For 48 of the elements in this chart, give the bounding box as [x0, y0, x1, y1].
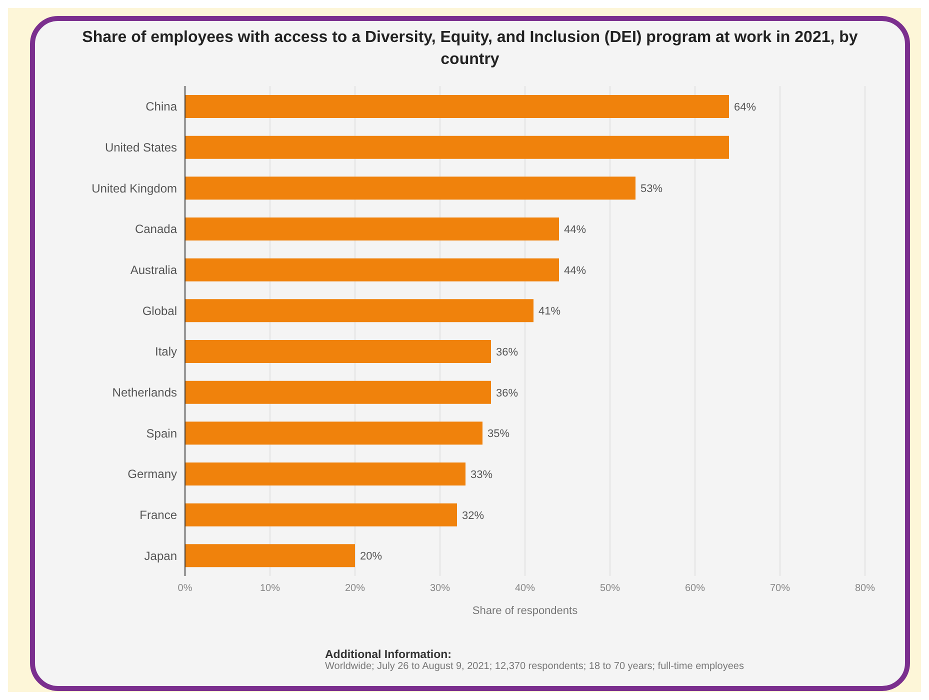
data-label: 44%	[564, 264, 586, 277]
data-label: 36%	[496, 346, 518, 358]
x-tick-label: 60%	[684, 583, 706, 594]
y-tick-label: China	[146, 100, 178, 114]
y-tick-label: Global	[142, 304, 177, 318]
x-tick-label: 30%	[430, 583, 450, 594]
chart-title: Share of employees with access to a Diversity, Equity, and Inclusion (DEI) program at work in 2021, by country	[81, 28, 859, 70]
bar	[185, 422, 482, 445]
y-tick-label: Spain	[146, 426, 177, 440]
y-tick-label: Canada	[134, 222, 178, 236]
x-tick-label: 40%	[514, 583, 536, 594]
bar	[185, 299, 534, 322]
y-tick-label: United Kingdom	[92, 181, 177, 196]
bar	[185, 94, 729, 118]
x-tick-label: 10%	[260, 583, 280, 594]
bar	[185, 462, 466, 486]
bar	[185, 340, 491, 363]
data-label: 36%	[496, 387, 518, 400]
bar	[185, 176, 636, 200]
y-tick-label: Italy	[154, 344, 177, 359]
x-tick-label: 70%	[770, 583, 790, 594]
data-label: 53%	[640, 183, 663, 196]
data-label: 20%	[360, 550, 382, 563]
x-tick-label: 50%	[600, 583, 620, 594]
x-tick-label: 20%	[344, 583, 366, 594]
y-tick-label: Germany	[128, 467, 177, 482]
y-tick-label: France	[140, 508, 178, 522]
text: Additional Information:	[325, 649, 452, 661]
y-tick-label: United States	[104, 140, 177, 155]
bar	[185, 258, 559, 282]
bar	[185, 544, 355, 568]
data-label: 64%	[734, 101, 756, 114]
bar	[185, 136, 729, 159]
x-axis-title: Share of respondents	[472, 605, 578, 617]
data-label: 35%	[488, 428, 510, 440]
data-label: 33%	[470, 468, 493, 481]
x-tick-label: 0%	[178, 583, 192, 594]
data-label: 41%	[538, 306, 561, 318]
x-tick-label: 80%	[854, 583, 876, 594]
bar	[185, 217, 559, 240]
y-tick-label: Japan	[144, 548, 177, 563]
bar	[185, 503, 457, 526]
data-label: 32%	[462, 510, 484, 522]
y-tick-label: Australia	[130, 263, 178, 278]
y-tick-label: Netherlands	[112, 386, 177, 400]
text: Worldwide; July 26 to August 9, 2021; 12,370 respondents; 18 to 70 years; full-time employees	[325, 661, 744, 672]
bar	[185, 380, 491, 404]
data-label: 44%	[564, 224, 586, 236]
